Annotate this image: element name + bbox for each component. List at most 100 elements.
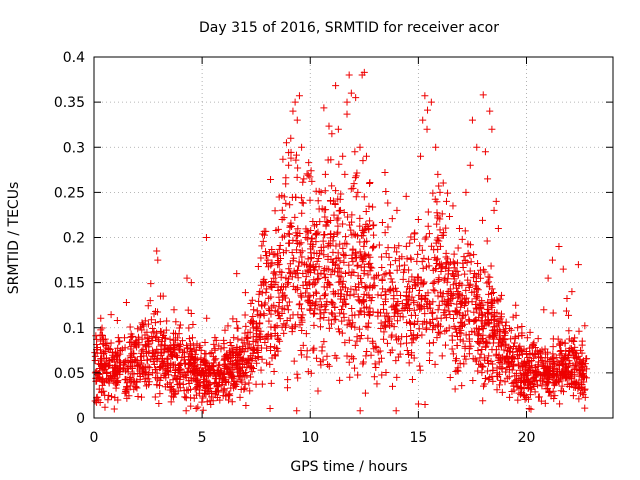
data-point bbox=[101, 391, 109, 399]
data-point bbox=[399, 275, 407, 283]
data-point bbox=[449, 290, 457, 298]
data-point bbox=[461, 270, 469, 278]
data-point bbox=[321, 187, 329, 195]
data-point bbox=[544, 366, 552, 374]
data-point bbox=[185, 324, 193, 332]
data-point bbox=[333, 230, 341, 238]
data-point bbox=[418, 331, 426, 339]
data-point bbox=[135, 335, 143, 343]
data-point bbox=[354, 188, 362, 196]
data-point bbox=[323, 298, 331, 306]
data-point bbox=[104, 396, 112, 404]
data-point bbox=[105, 379, 113, 387]
data-point bbox=[549, 350, 557, 358]
data-point bbox=[503, 354, 511, 362]
data-point bbox=[464, 298, 472, 306]
data-point bbox=[343, 288, 351, 296]
data-point bbox=[300, 175, 308, 183]
data-point bbox=[438, 297, 446, 305]
data-point bbox=[257, 281, 265, 289]
data-point bbox=[252, 380, 260, 388]
data-point bbox=[512, 301, 520, 309]
data-point bbox=[226, 339, 234, 347]
data-point bbox=[540, 306, 548, 314]
data-point bbox=[313, 220, 321, 228]
data-point bbox=[581, 385, 589, 393]
data-point bbox=[477, 350, 485, 358]
data-point bbox=[436, 226, 444, 234]
data-point bbox=[526, 391, 534, 399]
data-point bbox=[211, 375, 219, 383]
data-point bbox=[409, 336, 417, 344]
data-point bbox=[555, 362, 563, 370]
data-point bbox=[276, 255, 284, 263]
data-point bbox=[565, 374, 573, 382]
data-point bbox=[350, 180, 358, 188]
data-point bbox=[466, 267, 474, 275]
data-point bbox=[291, 270, 299, 278]
data-point bbox=[341, 339, 349, 347]
data-point bbox=[336, 376, 344, 384]
data-point bbox=[284, 230, 292, 238]
data-point bbox=[98, 331, 106, 339]
data-point bbox=[375, 241, 383, 249]
data-point bbox=[241, 289, 249, 297]
data-point bbox=[453, 366, 461, 374]
data-point bbox=[324, 360, 332, 368]
data-point bbox=[459, 263, 467, 271]
data-point bbox=[145, 341, 153, 349]
data-point bbox=[497, 310, 505, 318]
data-point bbox=[472, 272, 480, 280]
data-point bbox=[285, 161, 293, 169]
data-point bbox=[267, 310, 275, 318]
data-point bbox=[382, 250, 390, 258]
data-point bbox=[485, 352, 493, 360]
data-point bbox=[243, 372, 251, 380]
data-point bbox=[446, 310, 454, 318]
data-point bbox=[531, 363, 539, 371]
data-point bbox=[276, 315, 284, 323]
data-point bbox=[479, 91, 487, 99]
data-point bbox=[364, 334, 372, 342]
data-point bbox=[407, 311, 415, 319]
data-point bbox=[464, 276, 472, 284]
data-point bbox=[421, 92, 429, 100]
data-point bbox=[405, 350, 413, 358]
data-point bbox=[578, 358, 586, 366]
data-point bbox=[506, 393, 514, 401]
data-point bbox=[244, 345, 252, 353]
data-point bbox=[473, 143, 481, 151]
data-point bbox=[272, 278, 280, 286]
y-tick-label: 0.1 bbox=[63, 321, 85, 337]
data-point bbox=[138, 319, 146, 327]
data-point bbox=[327, 230, 335, 238]
data-point bbox=[293, 246, 301, 254]
data-point bbox=[338, 306, 346, 314]
data-point bbox=[103, 359, 111, 367]
data-point bbox=[453, 259, 461, 267]
data-point bbox=[378, 276, 386, 284]
data-point bbox=[348, 305, 356, 313]
data-point bbox=[286, 260, 294, 268]
data-point bbox=[163, 317, 171, 325]
data-point bbox=[241, 311, 249, 319]
data-point bbox=[239, 342, 247, 350]
data-point bbox=[566, 347, 574, 355]
data-point bbox=[377, 309, 385, 317]
data-point bbox=[326, 281, 334, 289]
data-point bbox=[363, 237, 371, 245]
data-point bbox=[429, 316, 437, 324]
data-point bbox=[177, 359, 185, 367]
data-point bbox=[328, 258, 336, 266]
data-point bbox=[224, 365, 232, 373]
data-point bbox=[423, 318, 431, 326]
data-point bbox=[521, 360, 529, 368]
data-point bbox=[337, 273, 345, 281]
data-point bbox=[407, 233, 415, 241]
data-point bbox=[320, 338, 328, 346]
data-point bbox=[259, 277, 267, 285]
data-point bbox=[308, 177, 316, 185]
data-point bbox=[444, 275, 452, 283]
data-point bbox=[236, 373, 244, 381]
data-point bbox=[538, 357, 546, 365]
